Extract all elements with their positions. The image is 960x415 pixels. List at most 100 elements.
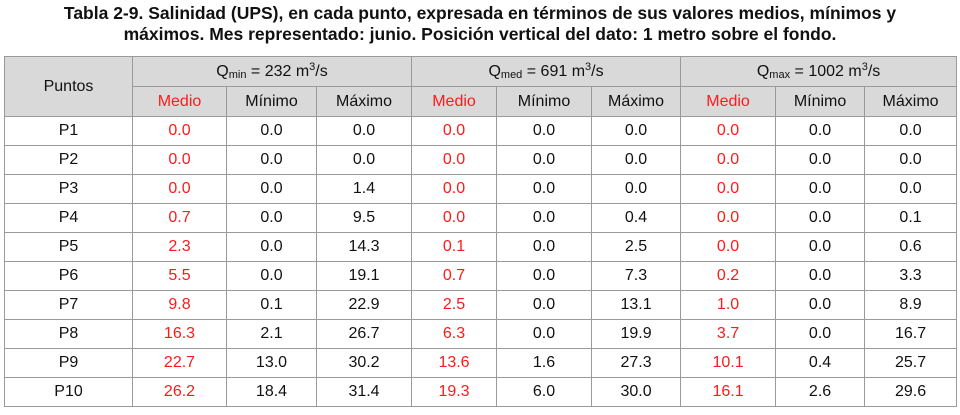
header-maximo: Máximo [591, 86, 682, 117]
cell-maximo: 26.7 [315, 319, 413, 349]
cell-minimo: 0.0 [496, 174, 593, 204]
cell-minimo: 0.0 [226, 203, 317, 233]
cell-maximo: 30.0 [591, 377, 682, 407]
cell-maximo: 27.3 [591, 348, 682, 378]
table-row: P10 26.2 18.4 31.4 19.3 6.0 30.0 16.1 2.6 29.6 [4, 377, 958, 407]
table-row: P6 5.5 0.0 19.1 0.7 0.0 7.3 0.2 0.0 3.3 [4, 261, 958, 291]
cell-maximo: 13.1 [591, 290, 682, 320]
cell-minimo: 0.0 [775, 174, 866, 204]
cell-medio: 9.8 [132, 290, 227, 320]
table-row: P1 0.0 0.0 0.0 0.0 0.0 0.0 0.0 0.0 0.0 [4, 116, 958, 146]
cell-maximo: 14.3 [315, 232, 413, 262]
cell-maximo: 2.5 [591, 232, 682, 262]
salinity-table-container: Puntos Qmin = 232 m3/s Qmed = 691 m3/s Q… [4, 56, 958, 407]
cell-minimo: 0.0 [775, 319, 866, 349]
cell-maximo: 0.0 [315, 145, 413, 175]
cell-maximo: 19.1 [315, 261, 413, 291]
cell-medio: 0.0 [680, 116, 777, 146]
table-row: P4 0.7 0.0 9.5 0.0 0.0 0.4 0.0 0.0 0.1 [4, 203, 958, 233]
cell-maximo: 9.5 [315, 203, 413, 233]
cell-minimo: 0.0 [775, 261, 866, 291]
cell-medio: 0.0 [411, 174, 498, 204]
table-row: P3 0.0 0.0 1.4 0.0 0.0 0.0 0.0 0.0 0.0 [4, 174, 958, 204]
header-puntos: Puntos [4, 56, 133, 117]
cell-minimo: 2.6 [775, 377, 866, 407]
cell-medio: 0.0 [132, 174, 227, 204]
cell-medio: 13.6 [411, 348, 498, 378]
cell-medio: 22.7 [132, 348, 227, 378]
cell-medio: 0.1 [411, 232, 498, 262]
cell-medio: 0.7 [132, 203, 227, 233]
cell-minimo: 0.0 [496, 261, 593, 291]
header-row-subcols: Medio Mínimo Máximo Medio Mínimo Máximo … [5, 86, 958, 117]
cell-medio: 16.1 [680, 377, 777, 407]
table-row: P2 0.0 0.0 0.0 0.0 0.0 0.0 0.0 0.0 0.0 [4, 145, 958, 175]
cell-maximo: 0.4 [591, 203, 682, 233]
cell-medio: 2.3 [132, 232, 227, 262]
row-punto: P8 [4, 319, 133, 349]
cell-minimo: 0.0 [226, 261, 317, 291]
cell-medio: 0.0 [680, 174, 777, 204]
table-row: P7 9.8 0.1 22.9 2.5 0.0 13.1 1.0 0.0 8.9 [4, 290, 958, 320]
row-punto: P10 [4, 377, 133, 407]
cell-minimo: 1.6 [496, 348, 593, 378]
cell-minimo: 2.1 [226, 319, 317, 349]
cell-medio: 0.0 [411, 116, 498, 146]
row-punto: P7 [4, 290, 133, 320]
cell-maximo: 0.0 [864, 116, 958, 146]
cell-medio: 0.0 [411, 203, 498, 233]
cell-maximo: 0.1 [864, 203, 958, 233]
table-caption: Tabla 2-9. Salinidad (UPS), en cada punt… [0, 3, 960, 45]
cell-minimo: 6.0 [496, 377, 593, 407]
cell-medio: 0.0 [680, 145, 777, 175]
table-row: P5 2.3 0.0 14.3 0.1 0.0 2.5 0.0 0.0 0.6 [4, 232, 958, 262]
cell-medio: 26.2 [132, 377, 227, 407]
header-row-groups: Puntos Qmin = 232 m3/s Qmed = 691 m3/s Q… [4, 56, 958, 117]
cell-medio: 0.0 [411, 145, 498, 175]
header-medio: Medio [680, 86, 777, 117]
cell-medio: 2.5 [411, 290, 498, 320]
cell-medio: 0.0 [680, 232, 777, 262]
cell-medio: 0.2 [680, 261, 777, 291]
cell-minimo: 13.0 [226, 348, 317, 378]
cell-maximo: 25.7 [864, 348, 958, 378]
cell-minimo: 0.0 [775, 290, 866, 320]
cell-minimo: 0.0 [775, 116, 866, 146]
cell-maximo: 0.0 [315, 116, 413, 146]
cell-minimo: 0.0 [496, 232, 593, 262]
cell-maximo: 3.3 [864, 261, 958, 291]
cell-medio: 10.1 [680, 348, 777, 378]
cell-minimo: 0.0 [496, 290, 593, 320]
header-group-qmin: Qmin = 232 m3/s [131, 56, 413, 87]
header-minimo: Mínimo [496, 86, 593, 117]
row-punto: P5 [4, 232, 133, 262]
cell-maximo: 0.0 [591, 116, 682, 146]
header-medio: Medio [411, 86, 498, 117]
header-minimo: Mínimo [775, 86, 866, 117]
caption-line-2: máximos. Mes representado: junio. Posici… [123, 24, 837, 44]
cell-medio: 19.3 [411, 377, 498, 407]
cell-minimo: 0.0 [775, 145, 866, 175]
row-punto: P1 [4, 116, 133, 146]
cell-minimo: 0.0 [226, 116, 317, 146]
row-punto: P4 [4, 203, 133, 233]
row-punto: P3 [4, 174, 133, 204]
cell-minimo: 0.0 [496, 145, 593, 175]
cell-minimo: 0.0 [775, 232, 866, 262]
cell-minimo: 0.0 [226, 145, 317, 175]
cell-maximo: 29.6 [864, 377, 958, 407]
header-maximo: Máximo [864, 86, 958, 117]
row-punto: P2 [4, 145, 133, 175]
table-row: P9 22.7 13.0 30.2 13.6 1.6 27.3 10.1 0.4 25.7 [4, 348, 958, 378]
cell-medio: 0.0 [680, 203, 777, 233]
cell-minimo: 0.1 [226, 290, 317, 320]
cell-minimo: 0.0 [496, 116, 593, 146]
cell-medio: 5.5 [132, 261, 227, 291]
cell-maximo: 7.3 [591, 261, 682, 291]
cell-minimo: 0.0 [226, 174, 317, 204]
cell-medio: 16.3 [132, 319, 227, 349]
caption-line-1: Tabla 2-9. Salinidad (UPS), en cada punt… [63, 3, 897, 23]
cell-minimo: 0.0 [775, 203, 866, 233]
cell-minimo: 0.0 [226, 232, 317, 262]
cell-maximo: 1.4 [315, 174, 413, 204]
